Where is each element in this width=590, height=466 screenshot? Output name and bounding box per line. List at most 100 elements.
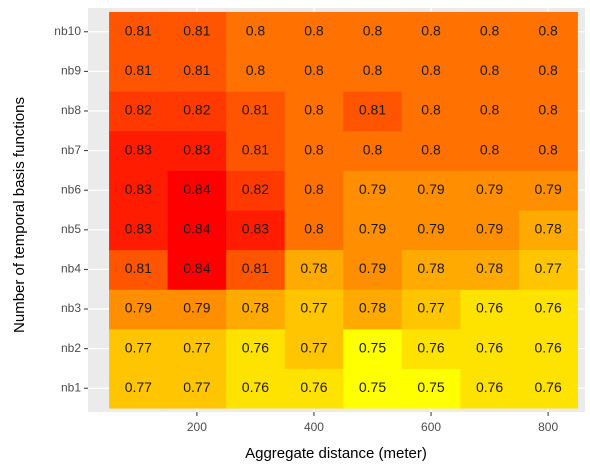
value-label: 0.8 (421, 22, 441, 38)
value-label: 0.75 (359, 379, 386, 395)
tile (460, 11, 520, 53)
tile (109, 289, 169, 330)
tile (226, 91, 286, 132)
x-tick-label: 800 (538, 420, 558, 434)
value-label: 0.8 (480, 62, 500, 78)
y-tick-label: nb7 (61, 143, 81, 157)
value-label: 0.75 (417, 379, 444, 395)
value-label: 0.79 (417, 221, 444, 237)
tile (109, 11, 169, 53)
tile (167, 210, 227, 251)
value-label: 0.79 (359, 260, 386, 276)
value-label: 0.77 (183, 379, 210, 395)
tile (284, 130, 344, 171)
tile (401, 249, 461, 290)
tile (518, 130, 578, 171)
value-label: 0.81 (125, 260, 152, 276)
value-label: 0.76 (534, 379, 561, 395)
value-label: 0.79 (125, 300, 152, 316)
value-label: 0.79 (183, 300, 210, 316)
tile (284, 210, 344, 251)
value-label: 0.8 (538, 22, 558, 38)
tile (167, 51, 227, 92)
value-label: 0.77 (300, 339, 327, 355)
value-label: 0.83 (183, 141, 210, 157)
y-tick-label: nb8 (61, 103, 81, 117)
tile (109, 368, 169, 409)
tile (460, 289, 520, 330)
tile (284, 51, 344, 92)
tile (518, 51, 578, 92)
tile (518, 11, 578, 53)
tile (460, 368, 520, 409)
value-label: 0.84 (183, 181, 210, 197)
value-label: 0.81 (359, 102, 386, 118)
tile (460, 51, 520, 92)
tile (226, 368, 286, 409)
value-label: 0.8 (304, 181, 324, 197)
value-label: 0.77 (417, 300, 444, 316)
tile (401, 91, 461, 132)
value-label: 0.84 (183, 221, 210, 237)
tile (401, 210, 461, 251)
value-label: 0.8 (538, 62, 558, 78)
tile (284, 249, 344, 290)
y-tick-label: nb4 (61, 262, 81, 276)
value-label: 0.8 (304, 102, 324, 118)
tile (167, 170, 227, 211)
value-label: 0.76 (300, 379, 327, 395)
tile (167, 91, 227, 132)
tile (518, 289, 578, 330)
value-label: 0.78 (300, 260, 327, 276)
value-label: 0.78 (417, 260, 444, 276)
tile (226, 328, 286, 369)
tile (343, 368, 403, 409)
tile (518, 368, 578, 409)
y-tick-label: nb6 (61, 182, 81, 196)
tile (518, 328, 578, 369)
value-label: 0.81 (242, 141, 269, 157)
value-label: 0.8 (363, 22, 383, 38)
tile (109, 210, 169, 251)
tile (284, 170, 344, 211)
value-label: 0.81 (183, 22, 210, 38)
value-label: 0.79 (417, 181, 444, 197)
tile (401, 328, 461, 369)
value-label: 0.75 (359, 339, 386, 355)
value-label: 0.76 (476, 300, 503, 316)
tile (460, 210, 520, 251)
value-label: 0.83 (242, 221, 269, 237)
value-label: 0.76 (534, 339, 561, 355)
tile (167, 289, 227, 330)
x-tick-label: 400 (304, 420, 324, 434)
value-label: 0.79 (534, 181, 561, 197)
x-axis-title: Aggregate distance (meter) (245, 445, 427, 462)
tile (167, 328, 227, 369)
value-label: 0.8 (304, 141, 324, 157)
tile (460, 130, 520, 171)
tile (460, 91, 520, 132)
value-label: 0.83 (125, 221, 152, 237)
tile (167, 11, 227, 53)
y-tick-label: nb5 (61, 222, 81, 236)
value-label: 0.8 (246, 62, 266, 78)
value-label: 0.76 (476, 379, 503, 395)
tile (343, 289, 403, 330)
value-label: 0.8 (480, 141, 500, 157)
value-label: 0.8 (538, 102, 558, 118)
value-label: 0.77 (534, 260, 561, 276)
value-label: 0.79 (476, 181, 503, 197)
value-label: 0.8 (421, 62, 441, 78)
y-tick-label: nb2 (61, 341, 81, 355)
y-axis-title: Number of temporal basis functions (11, 97, 28, 333)
value-label: 0.81 (125, 62, 152, 78)
value-label: 0.81 (242, 260, 269, 276)
tile (343, 130, 403, 171)
tile (226, 51, 286, 92)
value-label: 0.8 (246, 22, 266, 38)
tile (167, 249, 227, 290)
x-tick-label: 200 (187, 420, 207, 434)
tile (401, 51, 461, 92)
value-label: 0.8 (480, 22, 500, 38)
tile (343, 249, 403, 290)
